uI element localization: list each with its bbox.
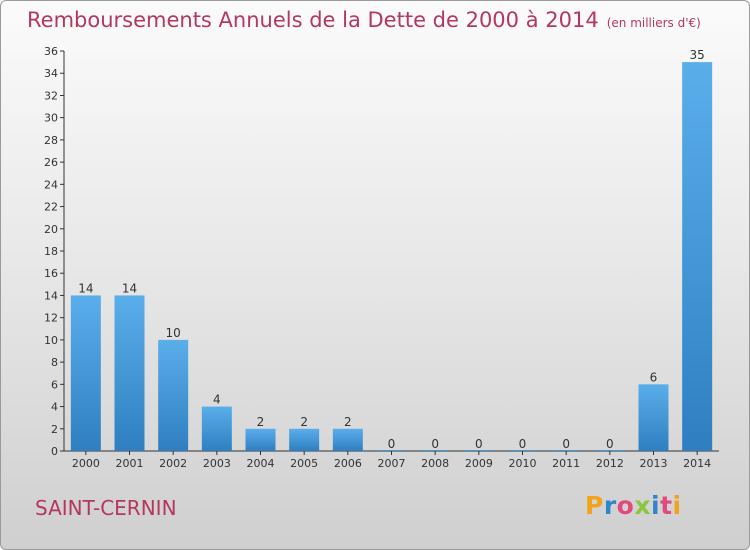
x-tick-label: 2001: [116, 457, 144, 470]
y-tick-label: 24: [44, 178, 58, 191]
y-tick-label: 10: [44, 334, 58, 347]
logo-letter: x: [634, 491, 651, 520]
value-label: 0: [475, 437, 483, 451]
value-label: 10: [166, 326, 181, 340]
x-tick-label: 2002: [159, 457, 187, 470]
y-tick-label: 34: [44, 67, 58, 80]
y-tick-label: 18: [44, 245, 58, 258]
logo-letter: o: [616, 491, 635, 520]
value-label: 35: [690, 48, 705, 62]
bar-2010: [507, 450, 538, 451]
bar-2000: [70, 295, 101, 451]
y-tick-label: 28: [44, 134, 58, 147]
value-label: 14: [78, 281, 93, 295]
bar-2005: [289, 428, 320, 451]
x-tick-label: 2011: [552, 457, 580, 470]
value-label: 2: [257, 415, 265, 429]
bar-2004: [245, 428, 276, 451]
value-label: 2: [344, 415, 352, 429]
bar-2008: [420, 450, 451, 451]
bar-2012: [594, 450, 625, 451]
y-tick-label: 20: [44, 223, 58, 236]
y-tick-label: 12: [44, 312, 58, 325]
bar-2007: [376, 450, 407, 451]
chart-title-text: Remboursements Annuels de la Dette de 20…: [27, 8, 599, 32]
value-labels: 14 14 10 4 2 2 2 0 0 0 0 0 0 6 35: [78, 48, 705, 451]
y-tick-label: 8: [51, 356, 58, 369]
bar-2014: [682, 62, 713, 451]
x-tick-label: 2013: [640, 457, 668, 470]
bar-2003: [201, 406, 232, 451]
x-tick-label: 2012: [596, 457, 624, 470]
value-label: 2: [300, 415, 308, 429]
y-tick-label: 0: [51, 445, 58, 458]
bar-2002: [158, 339, 189, 451]
y-tick-label: 30: [44, 112, 58, 125]
x-tick-label: 2009: [465, 457, 493, 470]
y-tick-label: 32: [44, 89, 58, 102]
x-tick-label: 2006: [334, 457, 362, 470]
bar-2009: [463, 450, 494, 451]
x-tick-label: 2003: [203, 457, 231, 470]
value-label: 0: [431, 437, 439, 451]
y-tick-label: 36: [44, 45, 58, 58]
y-tick-label: 26: [44, 156, 58, 169]
bar-2011: [551, 450, 582, 451]
bar-2006: [332, 428, 363, 451]
x-tick-label: 2008: [421, 457, 449, 470]
value-label: 6: [650, 370, 658, 384]
chart-title: Remboursements Annuels de la Dette de 20…: [27, 8, 701, 32]
x-tick-label: 2005: [290, 457, 318, 470]
value-label: 0: [388, 437, 396, 451]
logo-letter: r: [603, 491, 617, 520]
bar-2001: [114, 295, 145, 451]
x-tick-label: 2004: [247, 457, 275, 470]
y-tick-label: 14: [44, 289, 58, 302]
value-label: 4: [213, 393, 221, 407]
bar-2013: [638, 384, 669, 451]
logo-letter: i: [672, 491, 682, 520]
logo-letter: P: [585, 491, 604, 520]
x-tick-label: 2014: [683, 457, 711, 470]
proxiti-logo: Proxiti: [585, 491, 682, 520]
commune-name: SAINT-CERNIN: [35, 496, 177, 520]
chart-unit: (en milliers d'€): [606, 16, 701, 30]
x-tick-label: 2000: [72, 457, 100, 470]
y-tick-label: 6: [51, 378, 58, 391]
value-label: 0: [606, 437, 614, 451]
value-label: 0: [562, 437, 570, 451]
x-tick-label: 2007: [378, 457, 406, 470]
y-tick-label: 22: [44, 201, 58, 214]
x-tick-label: 2010: [509, 457, 537, 470]
value-label: 14: [122, 281, 137, 295]
value-label: 0: [519, 437, 527, 451]
bars: [70, 62, 713, 451]
y-tick-label: 4: [51, 401, 58, 414]
logo-letter: t: [660, 491, 673, 520]
y-tick-label: 16: [44, 267, 58, 280]
logo-letter: i: [651, 491, 661, 520]
y-tick-label: 2: [51, 423, 58, 436]
